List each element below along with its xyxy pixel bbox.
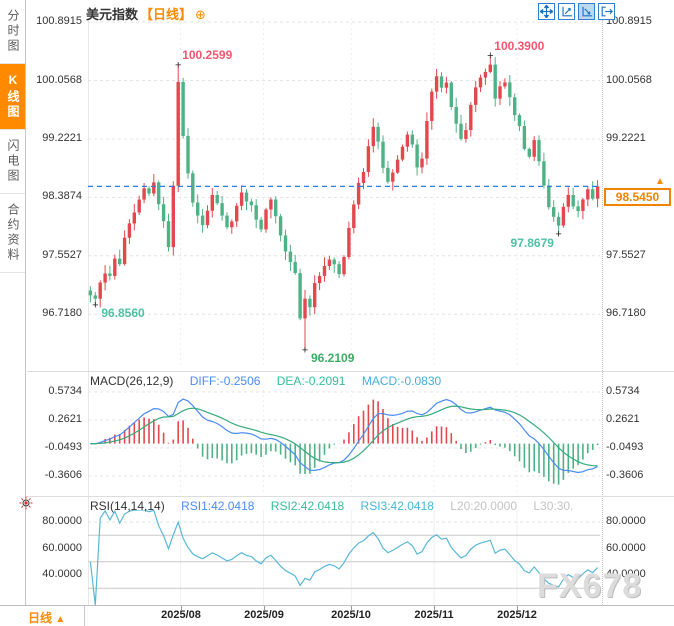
y-axis-label: -0.3606 [606,469,644,481]
rsi-l20-reading: L20:20.0000 [450,499,517,513]
y-axis-label: 100.8915 [606,15,652,28]
x-axis-tick [517,606,518,610]
tab-daily[interactable]: 日线 ▲ [28,611,66,625]
sidebar-item-lightning-chart[interactable]: 闪电图 [0,130,25,194]
y-axis-label: 98.3874 [42,190,82,203]
rsi-header: RSI(14,14,14) RSI1:42.0418 RSI2:42.0418 … [90,499,586,513]
svg-text:+: + [175,59,181,71]
sidebar-item-contract-info[interactable]: 合约资料 [0,194,25,273]
y-axis-label: 80.0000 [606,515,646,528]
y-axis-label: 96.7180 [42,307,82,320]
price-annotation-high: 100.2599 [182,48,233,63]
x-axis-label: 2025/08 [161,609,201,621]
x-axis-label: 2025/10 [331,609,371,621]
macd-rsi-divider [27,496,674,497]
y-axis-label: 40.0000 [606,568,646,581]
svg-text:+: + [487,50,493,62]
price-annotation-low: 96.8560 [101,305,145,320]
macd-label: MACD(26,12,9) [90,374,174,388]
exit-chart-icon[interactable] [598,3,615,20]
x-axis-tick [181,606,182,610]
y-axis-label: 100.0568 [36,73,82,86]
y-axis-label: 0.2621 [48,413,82,425]
macd-chart[interactable] [88,390,600,492]
macd-diff-reading: DIFF:-0.2506 [189,374,261,388]
rsi3-reading: RSI3:42.0418 [360,499,434,513]
chart-title: 美元指数 【日线】 ⊕ [86,4,206,23]
y-axis-label: 97.5527 [606,248,646,261]
y-axis-label: -0.3606 [44,469,82,481]
price-up-arrow-icon: ▲ [655,176,665,188]
chart-toolbar [538,3,615,20]
x-axis-label: 2025/12 [497,609,537,621]
y-axis-label: 0.5734 [606,385,640,397]
scale-x-axis-icon[interactable] [578,3,595,20]
y-axis-label: 0.2621 [606,413,640,425]
x-axis-tick [264,606,265,610]
x-axis-tick [434,606,435,610]
y-axis-label: 99.2221 [42,132,82,144]
last-price-badge: 98.5450 [604,188,671,207]
scale-y-axis-icon[interactable] [558,3,575,20]
macd-dea-reading: DEA:-0.2091 [276,374,346,388]
plot-left-border [88,18,89,605]
y-axis-label: 96.7180 [606,307,646,320]
pan-icon[interactable] [538,3,555,20]
x-axis-label: 2025/11 [414,609,454,621]
y-axis-label: 100.8915 [36,15,82,28]
y-axis-label: 97.5527 [42,248,82,261]
y-axis-label: 40.0000 [42,568,82,581]
y-axis-label: 80.0000 [42,515,82,528]
y-axis-label: -0.0493 [606,441,644,453]
sidebar-item-kline-chart[interactable]: K线图 [0,64,25,130]
blink-alert-icon[interactable] [19,496,33,515]
rsi1-reading: RSI1:42.0418 [181,499,255,513]
x-axis: 2025/08 2025/09 2025/10 2025/11 2025/12 [0,606,674,626]
price-annotation-low: 97.8679 [510,235,554,250]
x-axis-tick [351,606,352,610]
sidebar: 分时图 K线图 闪电图 合约资料 [0,0,26,626]
macd-header: MACD(26,12,9) DIFF:-0.2506 DEA:-0.2091 M… [90,374,454,388]
rsi-l30-reading: L30:30. [533,499,574,513]
rsi2-reading: RSI2:42.0418 [270,499,345,513]
svg-text:+: + [302,345,308,357]
svg-text:+: + [92,300,98,312]
plot-right-border [602,18,603,605]
bottom-bar: 2025/08 2025/09 2025/10 2025/11 2025/12 日线 ▲ [0,605,674,626]
macd-hist-reading: MACD:-0.0830 [361,374,442,388]
add-indicator-icon[interactable]: ⊕ [195,7,206,22]
price-annotation-low: 96.2109 [310,350,355,365]
x-axis-label: 2025/09 [244,609,284,621]
sidebar-item-time-chart[interactable]: 分时图 [0,0,25,64]
period-tag: 【日线】 [140,7,193,22]
y-axis-label: 99.2221 [606,132,646,144]
rsi-label: RSI(14,14,14) [90,499,165,513]
y-axis-label: 0.5734 [48,385,82,397]
y-axis-label: 60.0000 [42,541,82,554]
y-axis-label: 60.0000 [606,541,646,554]
symbol-name: 美元指数 [86,7,139,22]
rsi-chart[interactable] [88,510,600,605]
price-annotation-high: 100.3900 [494,39,545,54]
svg-text:+: + [555,229,561,241]
bottom-cell-divider [84,606,85,626]
price-macd-divider [27,371,674,372]
watermark: FX678 [537,567,643,605]
y-axis-label: 100.0568 [606,73,652,86]
y-axis-label: -0.0493 [44,441,82,453]
candlestick-chart[interactable]: + + + + + [88,18,600,368]
chevron-up-icon: ▲ [55,614,66,625]
